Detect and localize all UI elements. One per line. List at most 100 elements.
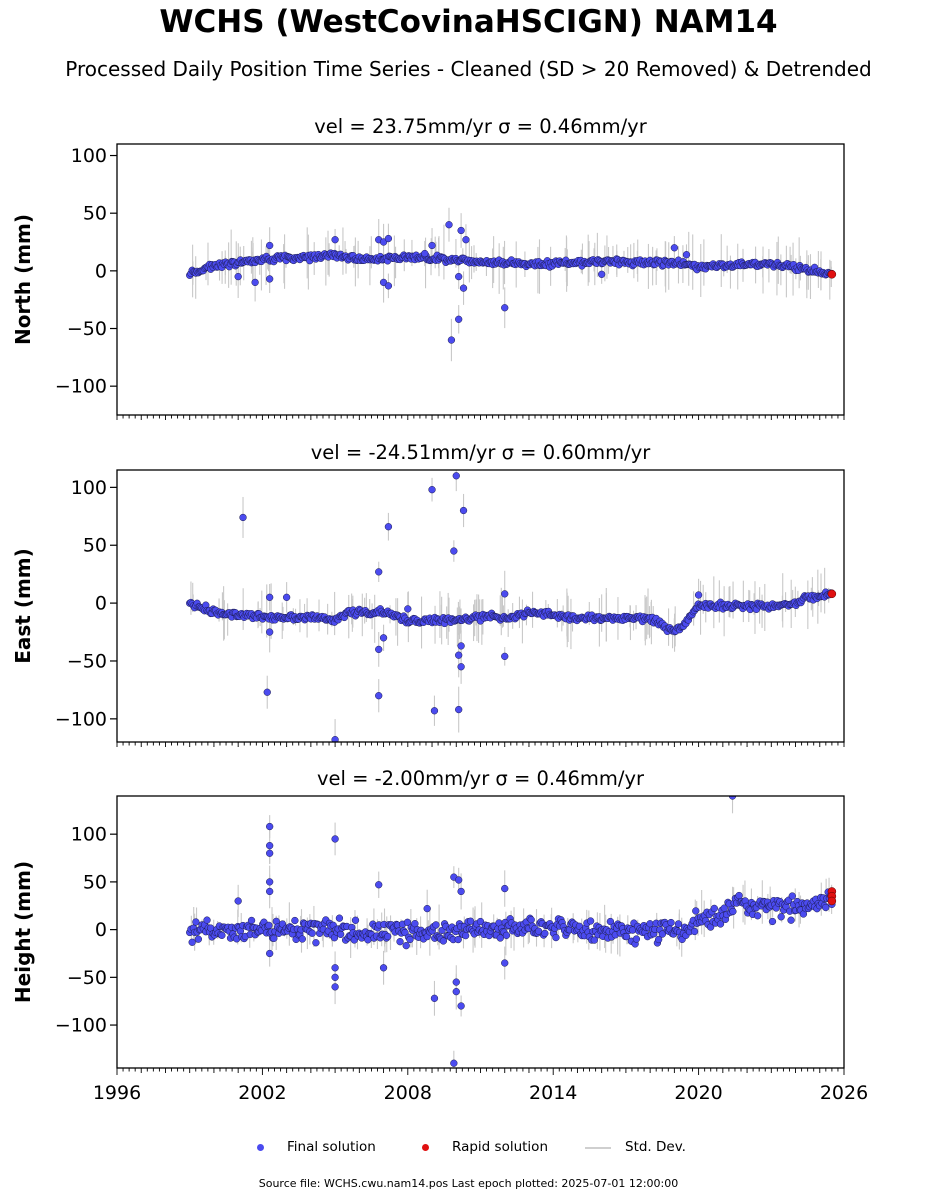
final-point	[788, 892, 796, 900]
final-point	[234, 897, 242, 905]
final-point	[586, 917, 595, 925]
final-point	[682, 251, 691, 259]
final-point	[527, 916, 535, 924]
std-line-icon	[585, 1147, 611, 1149]
final-marker-icon	[257, 1144, 264, 1151]
x-minor-ticks	[116, 415, 845, 420]
y-axis-label: Height (mm)	[11, 861, 35, 1003]
rapid-solution-points	[827, 270, 837, 279]
final-point	[312, 939, 320, 947]
final-point	[447, 336, 456, 344]
final-point	[331, 236, 339, 244]
final-point	[670, 244, 679, 252]
final-point	[455, 651, 463, 659]
final-point	[598, 270, 606, 278]
final-point	[694, 591, 703, 599]
y-tick-label: 50	[83, 871, 107, 893]
final-point	[455, 315, 463, 323]
final-point	[331, 736, 339, 742]
x-minor-ticks	[116, 1068, 845, 1075]
rapid-solution-points	[827, 887, 837, 906]
final-point	[266, 849, 274, 857]
final-solution-points	[186, 472, 836, 742]
final-point	[445, 221, 453, 229]
final-point	[375, 881, 383, 889]
plot-area	[186, 207, 837, 362]
final-point	[266, 878, 274, 886]
final-point	[690, 927, 699, 936]
final-point	[430, 994, 439, 1002]
final-point	[239, 513, 247, 522]
axes-frame	[116, 143, 845, 416]
final-point	[291, 916, 299, 925]
y-tick-label: 0	[95, 260, 107, 282]
plot-area	[186, 470, 837, 742]
final-point	[552, 933, 560, 942]
final-point	[452, 987, 460, 996]
final-point	[298, 935, 306, 943]
final-point	[462, 236, 470, 244]
plot-area	[186, 796, 837, 1068]
y-tick-label: −100	[55, 1015, 107, 1037]
final-point	[455, 705, 463, 714]
y-tick-label: −50	[67, 650, 107, 672]
y-tick-label: −100	[55, 376, 107, 398]
y-tick-label: −50	[67, 967, 107, 989]
x-tick-label: 1996	[93, 1082, 141, 1104]
final-point	[728, 796, 737, 800]
final-point	[421, 249, 429, 258]
final-point	[266, 241, 274, 250]
legend: Final solution Rapid solution Std. Dev.	[0, 1139, 937, 1157]
panel-title: vel = -2.00mm/yr σ = 0.46mm/yr	[317, 767, 645, 790]
final-point	[658, 930, 667, 938]
legend-rapid-label: Rapid solution	[452, 1139, 548, 1155]
final-point	[777, 913, 785, 921]
final-point	[667, 918, 675, 927]
final-point	[476, 917, 485, 926]
y-tick-label: −100	[55, 708, 107, 730]
final-point	[251, 278, 259, 287]
final-point	[247, 916, 256, 925]
final-point	[452, 978, 460, 986]
final-point	[459, 284, 468, 292]
x-tick-label: 2002	[238, 1082, 286, 1104]
final-solution-points	[186, 221, 836, 344]
final-point	[655, 935, 663, 944]
legend-final-label: Final solution	[287, 1139, 376, 1155]
final-point	[266, 628, 274, 636]
final-point	[411, 920, 419, 928]
final-point	[218, 931, 226, 939]
x-tick-label: 2014	[529, 1082, 577, 1104]
final-point	[384, 234, 393, 243]
final-point	[331, 964, 339, 972]
y-axis-label: East (mm)	[11, 548, 35, 664]
final-point	[450, 1059, 458, 1067]
final-point	[646, 920, 654, 928]
final-point	[501, 304, 509, 312]
final-point	[457, 642, 465, 650]
y-tick-label: 50	[83, 203, 107, 225]
final-point	[439, 937, 448, 945]
final-point	[454, 935, 462, 944]
final-point	[466, 917, 475, 925]
final-point	[331, 973, 339, 981]
final-point	[384, 523, 393, 531]
final-point	[266, 887, 274, 896]
legend-std-label: Std. Dev.	[625, 1139, 686, 1155]
final-point	[632, 935, 641, 943]
final-point	[331, 983, 339, 991]
final-point	[753, 912, 762, 920]
final-point	[450, 547, 458, 555]
final-point	[194, 935, 203, 943]
std-dev-bars	[192, 207, 832, 362]
final-point	[455, 272, 463, 281]
final-point	[192, 918, 200, 926]
y-tick-label: 100	[71, 477, 107, 499]
final-point	[375, 645, 383, 654]
final-point	[406, 935, 414, 944]
final-point	[501, 959, 509, 967]
y-axis-label: North (mm)	[11, 214, 35, 345]
final-point	[404, 605, 412, 613]
final-point	[266, 275, 274, 283]
